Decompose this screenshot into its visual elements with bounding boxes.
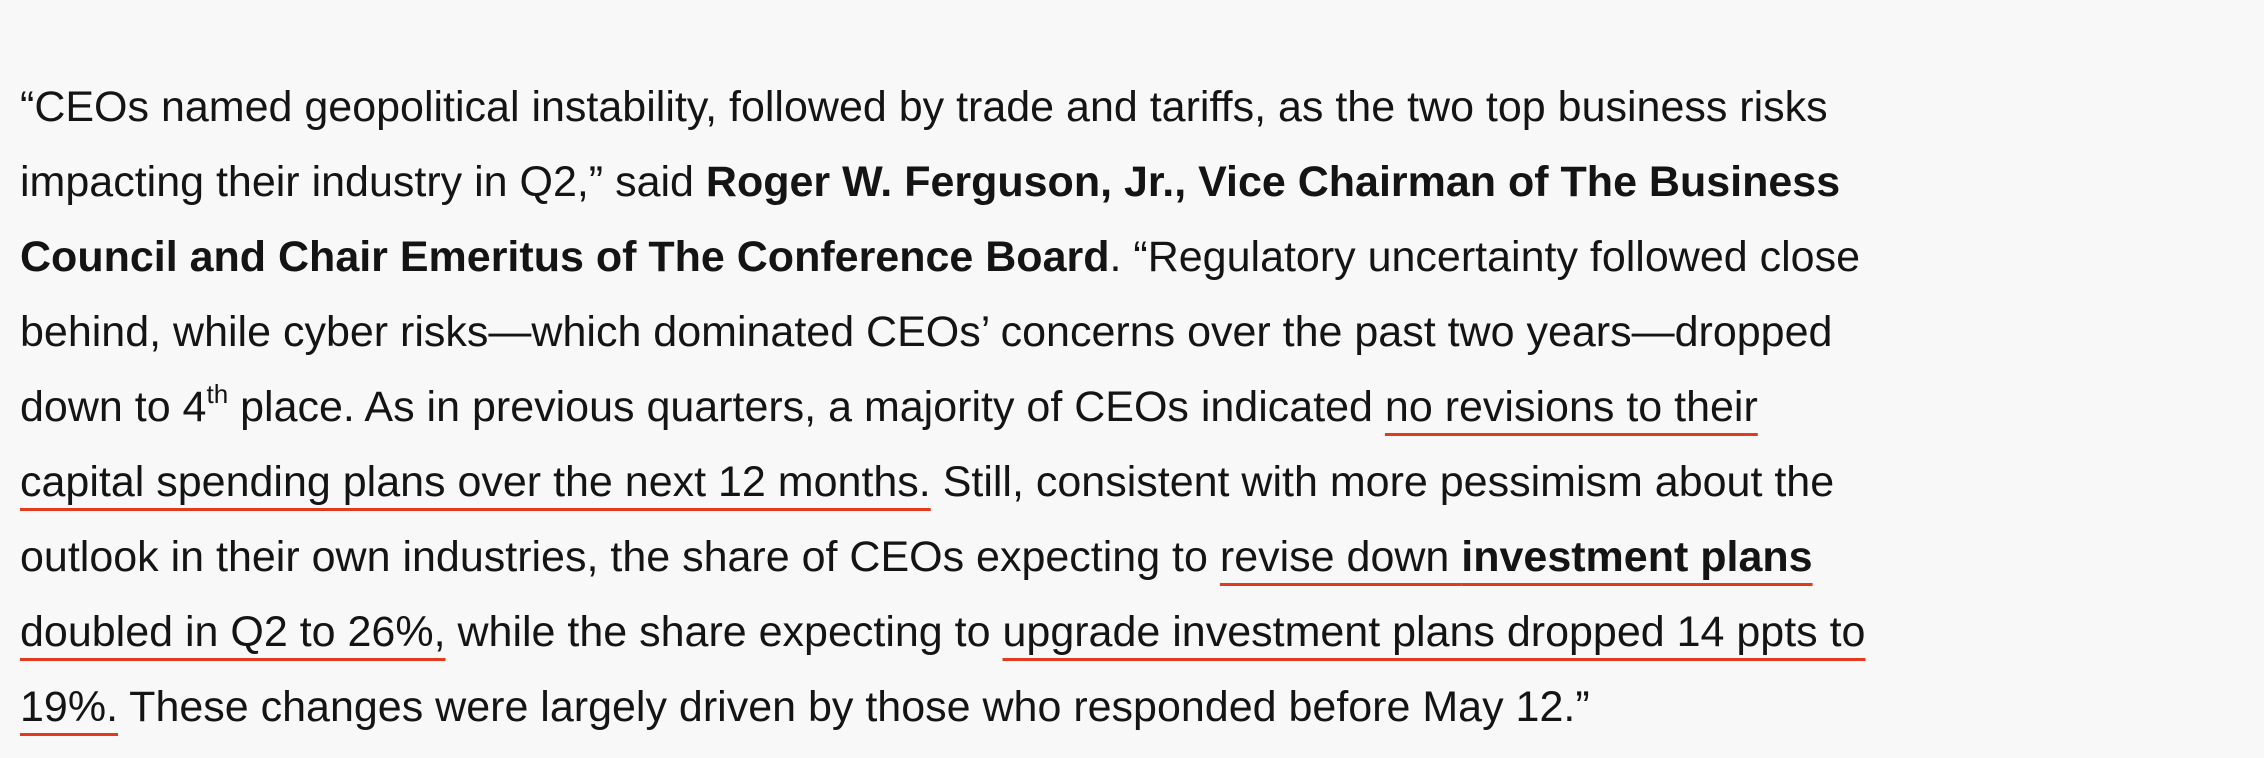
text: outlook in their own industries, the sha… — [20, 533, 1220, 581]
text: place. As in previous quarters, a majori… — [228, 383, 1385, 431]
text: while the share expecting to — [445, 608, 1003, 656]
text: These changes were largely driven by tho… — [118, 683, 1590, 731]
underlined-text: capital spending plans over the next 12 … — [20, 458, 931, 506]
underlined-text: revise down — [1219, 533, 1462, 581]
text-line: capital spending plans over the next 12 … — [20, 445, 2260, 520]
text: behind, while cyber risks—which dominate… — [20, 308, 1833, 356]
text-line: outlook in their own industries, the sha… — [20, 520, 2260, 595]
underlined-text: 19%. — [20, 683, 119, 731]
text: . “Regulatory uncertainty followed close — [1109, 233, 1860, 281]
text-line: impacting their industry in Q2,” said Ro… — [20, 145, 2260, 220]
text-line: Council and Chair Emeritus of The Confer… — [20, 220, 2260, 295]
underlined-text: investment plans — [1461, 533, 1813, 581]
text: Still, consistent with more pessimism ab… — [930, 458, 1835, 506]
text-line: 19%. These changes were largely driven b… — [20, 670, 2260, 745]
underlined-text: upgrade investment plans dropped 14 ppts… — [1002, 608, 1866, 656]
text-line: behind, while cyber risks—which dominate… — [20, 295, 2260, 370]
superscript: th — [206, 379, 229, 409]
text-line: doubled in Q2 to 26%, while the share ex… — [20, 595, 2260, 670]
text: “CEOs named geopolitical instability, fo… — [20, 83, 1828, 131]
text: impacting their industry in Q2,” said — [20, 158, 706, 206]
text-line: “CEOs named geopolitical instability, fo… — [20, 70, 2260, 145]
bold-text: Roger W. Ferguson, Jr., Vice Chairman of… — [705, 158, 1841, 206]
bold-text: Council and Chair Emeritus of The Confer… — [20, 233, 1110, 281]
text: down to 4 — [20, 383, 207, 431]
text-line: down to 4th place. As in previous quarte… — [20, 370, 2260, 445]
underlined-text: no revisions to their — [1384, 383, 1758, 431]
underlined-text: doubled in Q2 to 26%, — [20, 608, 446, 656]
quote-paragraph: “CEOs named geopolitical instability, fo… — [20, 70, 2260, 745]
